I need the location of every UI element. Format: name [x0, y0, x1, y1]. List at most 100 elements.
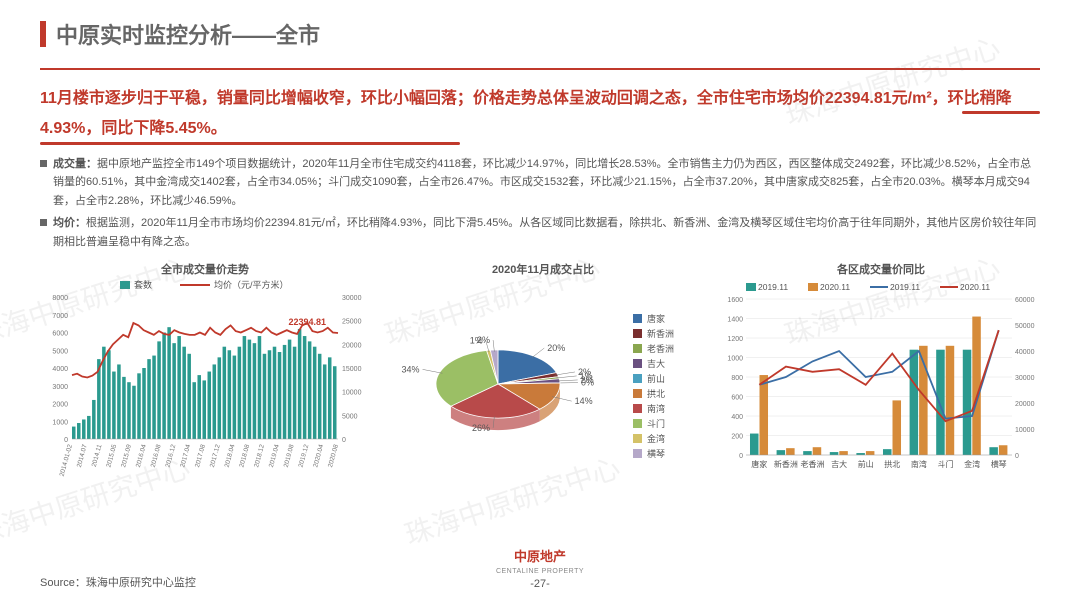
svg-text:15000: 15000: [342, 366, 362, 373]
svg-text:1200: 1200: [727, 336, 743, 343]
svg-text:25000: 25000: [342, 319, 362, 326]
svg-text:30000: 30000: [342, 295, 362, 302]
svg-text:4000: 4000: [52, 366, 68, 373]
svg-text:0: 0: [1015, 453, 1019, 460]
svg-text:2015.05: 2015.05: [105, 444, 118, 469]
svg-text:2019.12: 2019.12: [298, 444, 311, 469]
svg-text:2020.08: 2020.08: [327, 444, 340, 469]
bullet-text: 据中原地产监控全市149个项目数据统计，2020年11月全市住宅成交约4118套…: [53, 158, 1031, 207]
svg-text:3000: 3000: [52, 384, 68, 391]
svg-text:斗门: 斗门: [938, 459, 954, 469]
svg-text:套数: 套数: [134, 279, 152, 290]
svg-text:均价（元/平方米）: 均价（元/平方米）: [214, 279, 289, 290]
chart-svg: 套数 均价（元/平方米） 0 1000 2000 3000 4000 5000 6000 7000…: [40, 279, 370, 479]
svg-text:拱北: 拱北: [884, 459, 900, 469]
chart-svg: 2019.112020.112019.112020.11020040060080…: [716, 279, 1046, 479]
bullet-square-icon: [40, 160, 47, 167]
svg-text:2019.08: 2019.08: [283, 444, 296, 469]
svg-text:吉大: 吉大: [647, 358, 665, 369]
svg-text:前山: 前山: [647, 373, 665, 384]
bullet-text: 根据监测，2020年11月全市市场均价22394.81元/㎡，环比稍降4.93%…: [53, 217, 1036, 248]
bullet-label: 成交量：: [53, 158, 97, 170]
svg-text:金湾: 金湾: [647, 433, 665, 444]
svg-text:唐家: 唐家: [647, 313, 665, 324]
svg-text:南湾: 南湾: [647, 403, 665, 414]
header: 中原实时监控分析——全市: [0, 0, 1080, 60]
svg-text:0: 0: [64, 437, 68, 444]
svg-text:2016.12: 2016.12: [165, 444, 178, 469]
bullet-item: 成交量：据中原地产监控全市149个项目数据统计，2020年11月全市住宅成交约4…: [40, 155, 1040, 211]
svg-text:前山: 前山: [858, 459, 874, 469]
highlight-span: 11月楼市逐步归于平稳，销量同比增幅收窄，环比小幅回落；价格走势总体呈波动回调之…: [40, 90, 1012, 137]
bullet-list: 成交量：据中原地产监控全市149个项目数据统计，2020年11月全市住宅成交约4…: [40, 155, 1040, 251]
svg-text:0: 0: [739, 453, 743, 460]
underline-1: [962, 111, 1040, 114]
svg-text:1600: 1600: [727, 297, 743, 304]
svg-text:吉大: 吉大: [831, 459, 847, 469]
svg-text:2014.11: 2014.11: [91, 444, 104, 468]
svg-text:0: 0: [342, 437, 346, 444]
svg-text:横琴: 横琴: [991, 459, 1007, 469]
svg-text:新香洲: 新香洲: [647, 328, 674, 339]
svg-text:2020.11: 2020.11: [820, 282, 850, 292]
svg-text:7000: 7000: [52, 313, 68, 320]
svg-text:2017.12: 2017.12: [209, 444, 222, 469]
svg-text:老香洲: 老香洲: [647, 343, 674, 354]
chart-title: 各区成交量价同比: [716, 261, 1046, 277]
svg-text:1000: 1000: [727, 356, 743, 363]
svg-text:横琴: 横琴: [647, 448, 665, 459]
svg-text:1000: 1000: [52, 419, 68, 426]
svg-text:2014.01-02: 2014.01-02: [59, 444, 74, 478]
svg-text:600: 600: [731, 395, 743, 402]
svg-text:8000: 8000: [52, 295, 68, 302]
svg-text:40000: 40000: [1015, 349, 1035, 356]
chart-volume-price: 全市成交量价走势 套数均价（元/平方米）01000200030004000500…: [40, 261, 370, 479]
svg-text:2019.04: 2019.04: [268, 444, 281, 469]
chart-pie: 2020年11月成交占比 20%2%1%2%0%14%26%34%1%2%唐家新…: [378, 261, 708, 479]
chart-title: 2020年11月成交占比: [378, 261, 708, 277]
svg-text:老香洲: 老香洲: [801, 459, 825, 469]
title-divider: [40, 68, 1040, 70]
svg-text:20000: 20000: [342, 343, 362, 350]
svg-text:斗门: 斗门: [647, 418, 665, 429]
svg-text:唐家: 唐家: [751, 459, 767, 469]
svg-text:20000: 20000: [1015, 401, 1035, 408]
svg-text:30000: 30000: [1015, 375, 1035, 382]
svg-text:拱北: 拱北: [647, 388, 665, 399]
svg-text:2018.08: 2018.08: [238, 444, 251, 469]
svg-text:2000: 2000: [52, 402, 68, 409]
svg-text:0%: 0%: [581, 378, 594, 388]
svg-text:2014.07: 2014.07: [76, 444, 89, 469]
svg-text:50000: 50000: [1015, 323, 1035, 330]
chart-svg: 20%2%1%2%0%14%26%34%1%2%唐家新香洲老香洲吉大前山拱北南湾…: [378, 279, 708, 479]
page-number: -27-: [530, 578, 550, 590]
charts-row: 全市成交量价走势 套数均价（元/平方米）01000200030004000500…: [0, 257, 1080, 479]
svg-text:26%: 26%: [472, 423, 490, 433]
svg-text:20%: 20%: [547, 343, 565, 353]
bullet-item: 均价：根据监测，2020年11月全市市场均价22394.81元/㎡，环比稍降4.…: [40, 214, 1040, 251]
svg-text:2015.09: 2015.09: [120, 444, 133, 469]
svg-text:2016.08: 2016.08: [150, 444, 163, 469]
svg-text:新香洲: 新香洲: [774, 459, 798, 469]
svg-text:10000: 10000: [342, 390, 362, 397]
svg-text:34%: 34%: [402, 365, 420, 375]
svg-text:2018.12: 2018.12: [253, 444, 266, 469]
accent-bar: [40, 21, 46, 47]
svg-text:5000: 5000: [342, 414, 358, 421]
highlight-text: 11月楼市逐步归于平稳，销量同比增幅收窄，环比小幅回落；价格走势总体呈波动回调之…: [40, 84, 1040, 145]
svg-text:800: 800: [731, 375, 743, 382]
chart-district-compare: 各区成交量价同比 2019.112020.112019.112020.11020…: [716, 261, 1046, 479]
svg-text:6000: 6000: [52, 331, 68, 338]
svg-text:2017.08: 2017.08: [194, 444, 207, 469]
logo: 中原地产 CENTALINE PROPERTY: [496, 546, 584, 576]
underline-2: [40, 142, 460, 145]
bullet-square-icon: [40, 219, 47, 226]
svg-text:5000: 5000: [52, 348, 68, 355]
svg-text:60000: 60000: [1015, 297, 1035, 304]
svg-text:2016.04: 2016.04: [135, 444, 148, 469]
svg-text:2020.04: 2020.04: [312, 444, 325, 469]
svg-text:2017.04: 2017.04: [179, 444, 192, 469]
svg-text:200: 200: [731, 434, 743, 441]
svg-text:金湾: 金湾: [964, 459, 980, 469]
svg-text:14%: 14%: [575, 396, 593, 406]
